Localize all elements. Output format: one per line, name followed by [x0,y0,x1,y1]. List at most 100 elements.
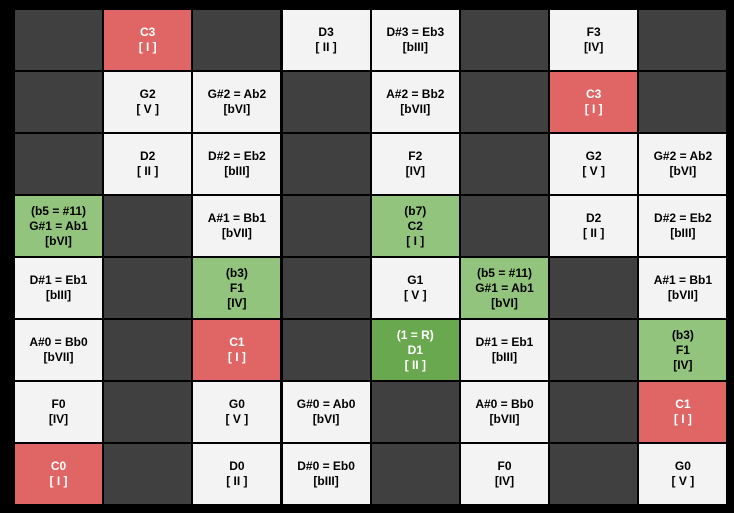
cell-label: A#1 = Bb1 [207,211,267,225]
cell-label: D#1 = Eb1 [29,273,88,287]
dark-cell [639,72,727,132]
cell-label: (b7) [404,203,427,218]
cell-label: G#0 = Ab0 [296,397,356,411]
cell-label: [bIII] [670,226,696,240]
white-cell: F2 [IV] [371,134,459,194]
cell-label: [ I ] [138,40,157,54]
cell-label: [ V ] [225,412,249,426]
dark-cell [282,196,370,256]
cell-label: (b3) [225,265,248,280]
cell-label: [bVI] [312,412,340,426]
cell-label: C2 [407,218,423,233]
cell-label: C1 [675,397,691,411]
cell-label: A#0 = Bb0 [29,335,88,349]
cell-label: [bVII] [400,102,431,116]
dark-cell [15,72,102,132]
dark-cell [104,382,192,442]
root-cell: (1 = R) D1[ II ] [371,320,459,380]
white-cell: G#0 = Ab0 [bVI] [282,382,370,442]
dark-cell [282,320,370,380]
cell-label: [bVI] [223,102,251,116]
cell-label: C3 [140,25,156,39]
white-cell: A#0 = Bb0 [bVII] [461,382,548,442]
cell-label: [ I ] [227,350,246,364]
cell-label: [ I ] [584,102,603,116]
white-cell: D#0 = Eb0 [bIII] [282,444,370,504]
cell-label: [ II ] [404,357,426,372]
cell-label: G0 [674,459,691,473]
dark-cell [104,196,192,256]
red-cell: C1[ I ] [193,320,281,380]
white-cell: D2[ II ] [104,134,192,194]
dark-cell [461,10,548,70]
cell-label: [IV] [227,295,247,310]
white-cell: G1[ V ] [371,258,459,318]
cell-label: G0 [228,397,245,411]
green-cell: (b3) F1 [IV] [639,320,727,380]
dark-cell [550,382,638,442]
dark-cell [282,258,370,318]
cell-label: (b3) [671,327,694,342]
cell-label: [ II ] [583,226,605,240]
cell-label: A#0 = Bb0 [475,397,534,411]
cell-label: F1 [675,342,690,357]
white-cell: G#2 = Ab2 [bVI] [639,134,727,194]
cell-label: D#1 = Eb1 [475,335,534,349]
cell-label: D1 [407,342,423,357]
dark-cell [550,258,638,318]
cell-label: F0 [51,397,66,411]
cell-label: [ II ] [315,40,337,54]
white-cell: D#2 = Eb2 [bIII] [639,196,727,256]
dark-cell [371,382,459,442]
white-cell: D3[ II ] [282,10,370,70]
cell-label: [bVI] [45,233,72,248]
cell-label: (b5 = #11) [476,265,533,280]
cell-label: [ V ] [671,474,695,488]
cell-label: D#0 = Eb0 [297,459,355,473]
cell-label: F3 [586,25,601,39]
cell-label: C3 [586,87,602,101]
dark-cell [550,444,638,504]
cell-label: G#2 = Ab2 [207,87,267,101]
cell-label: C1 [229,335,245,349]
cell-label: [ V ] [136,102,160,116]
white-cell: F0 [IV] [15,382,102,442]
white-cell: A#2 = Bb2 [bVII] [371,72,459,132]
cell-label: [IV] [48,412,69,426]
cell-label: [bVII] [667,288,698,302]
white-cell: G0[ V ] [639,444,727,504]
cell-label: G2 [585,149,602,163]
green-cell: (b3) F1 [IV] [193,258,281,318]
dark-cell [282,72,370,132]
white-cell: D2[ II ] [550,196,638,256]
red-cell: C3[ I ] [104,10,192,70]
red-cell: C0[ I ] [15,444,102,504]
dark-cell [461,196,548,256]
cell-label: (1 = R) [396,327,434,342]
white-cell: D0[ II ] [193,444,281,504]
cell-label: D#2 = Eb2 [208,149,266,163]
cell-label: [bVII] [221,226,252,240]
white-cell: G#2 = Ab2 [bVI] [193,72,281,132]
dark-cell [639,10,727,70]
dark-cell [15,134,102,194]
cell-label: D2 [586,211,602,225]
cell-label: [bVI] [491,295,518,310]
cell-label: [bIII] [45,288,72,302]
white-cell: D#1 = Eb1 [bIII] [15,258,102,318]
green-cell: (b7) C2[ I ] [371,196,459,256]
cell-label: G2 [139,87,156,101]
cell-label: F2 [408,149,423,163]
cell-label: A#1 = Bb1 [653,273,713,287]
dark-cell [282,134,370,194]
cell-label: G#1 = Ab1 [29,218,88,233]
dark-cell [461,134,548,194]
cell-label: G#2 = Ab2 [653,149,713,163]
cell-label: [IV] [673,357,693,372]
cell-label: C0 [50,459,67,473]
white-cell: A#1 = Bb1 [bVII] [193,196,281,256]
green-cell: (b5 = #11) G#1 = Ab1 [bVI] [15,196,102,256]
cell-label: [IV] [494,474,515,488]
cell-label: [IV] [405,164,425,178]
